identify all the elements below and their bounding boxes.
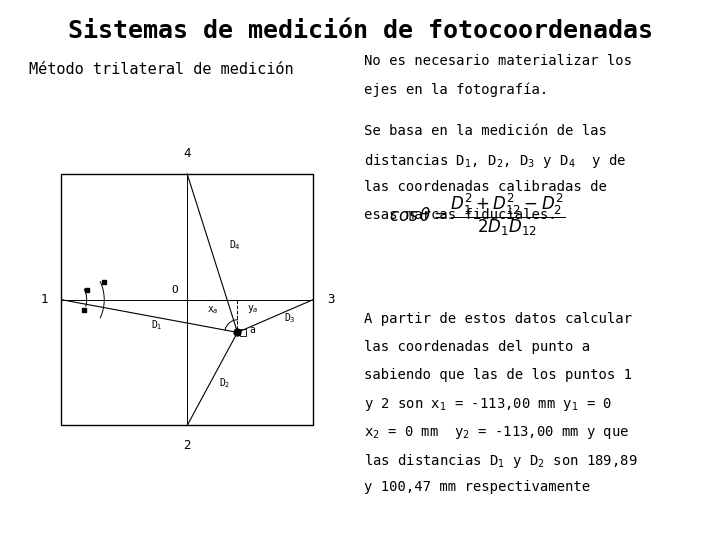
Text: las coordenadas del punto a: las coordenadas del punto a	[364, 340, 590, 354]
Text: sabiendo que las de los puntos 1: sabiendo que las de los puntos 1	[364, 368, 631, 382]
Text: esas marcas fiduciales.: esas marcas fiduciales.	[364, 208, 557, 222]
Text: D$_1$: D$_1$	[151, 319, 163, 333]
Text: O: O	[171, 285, 178, 295]
Text: Sistemas de medición de fotocoordenadas: Sistemas de medición de fotocoordenadas	[68, 19, 652, 43]
Text: ejes en la fotografía.: ejes en la fotografía.	[364, 82, 548, 97]
Text: D$_3$: D$_3$	[284, 311, 296, 325]
Text: A partir de estos datos calcular: A partir de estos datos calcular	[364, 312, 631, 326]
Text: las coordenadas calibradas de: las coordenadas calibradas de	[364, 180, 606, 194]
Text: No es necesario materializar los: No es necesario materializar los	[364, 54, 631, 68]
Text: y$_a$: y$_a$	[247, 303, 258, 315]
Text: a: a	[250, 325, 256, 335]
Text: $cos\,\theta = \dfrac{D_1^2 + D_{12}^2 - D_2^2}{2D_1D_{12}}$: $cos\,\theta = \dfrac{D_1^2 + D_{12}^2 -…	[389, 191, 565, 238]
Text: D$_4$: D$_4$	[229, 238, 241, 252]
Text: 2: 2	[184, 439, 191, 452]
Text: x$_a$: x$_a$	[207, 304, 218, 316]
Text: Método trilateral de medición: Método trilateral de medición	[29, 62, 294, 77]
Text: x$_2$ = 0 mm  y$_2$ = -113,00 mm y que: x$_2$ = 0 mm y$_2$ = -113,00 mm y que	[364, 424, 629, 441]
Text: 1: 1	[40, 293, 48, 306]
Text: y 2 son x$_1$ = -113,00 mm y$_1$ = 0: y 2 son x$_1$ = -113,00 mm y$_1$ = 0	[364, 396, 612, 413]
Text: las distancias D$_1$ y D$_2$ son 189,89: las distancias D$_1$ y D$_2$ son 189,89	[364, 452, 637, 470]
Text: 4: 4	[184, 147, 191, 160]
Text: distancias D$_1$, D$_2$, D$_3$ y D$_4$  y de: distancias D$_1$, D$_2$, D$_3$ y D$_4$ y…	[364, 152, 626, 170]
Text: Se basa en la medición de las: Se basa en la medición de las	[364, 124, 606, 138]
Text: 3: 3	[327, 293, 334, 306]
Text: y 100,47 mm respectivamente: y 100,47 mm respectivamente	[364, 480, 590, 494]
Text: D$_2$: D$_2$	[219, 376, 230, 390]
